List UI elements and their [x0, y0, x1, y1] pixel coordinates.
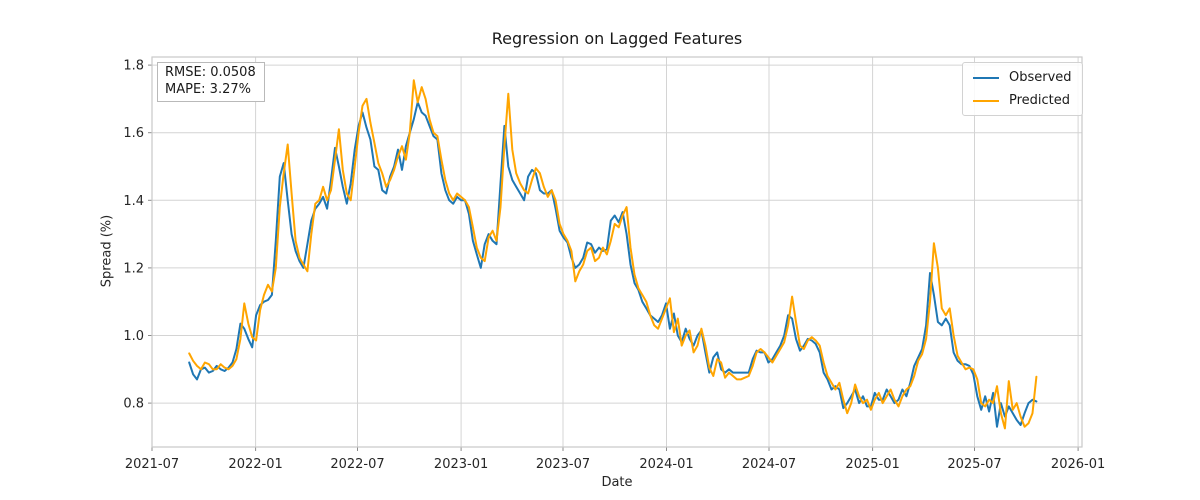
observed-line [188, 101, 1038, 428]
observed-line-swatch [973, 76, 999, 79]
x-axis-label: Date [601, 475, 633, 490]
legend-label-observed: Observed [1009, 70, 1072, 85]
x-tick-label: 2026-01 [1051, 457, 1105, 472]
x-tick-label: 2024-07 [742, 457, 796, 472]
x-tick-label: 2023-07 [536, 457, 590, 472]
plot-frame [151, 56, 1083, 448]
y-tick-label: 1.4 [123, 194, 144, 209]
y-tick-label: 1.8 [123, 59, 144, 74]
x-tick-label: 2022-01 [228, 457, 282, 472]
y-axis-label: Spread (%) [99, 214, 115, 288]
predicted-line-swatch [973, 99, 999, 102]
x-tick-label: 2022-07 [330, 457, 384, 472]
chart-title: Regression on Lagged Features [491, 29, 743, 48]
x-tick-label: 2021-07 [125, 457, 179, 472]
y-tick-label: 0.8 [123, 397, 144, 412]
mape-value: MAPE: 3.27% [165, 82, 251, 97]
y-tick-label: 1.2 [123, 261, 144, 276]
legend-item-predicted: Predicted [973, 93, 1072, 108]
y-tick-label: 1.6 [123, 126, 144, 141]
x-tick-label: 2025-07 [947, 457, 1001, 472]
legend: Observed Predicted [962, 62, 1083, 116]
y-tick-label: 1.0 [123, 329, 144, 344]
legend-label-predicted: Predicted [1009, 93, 1071, 108]
metrics-annotation-box: RMSE: 0.0508 MAPE: 3.27% [157, 62, 265, 102]
x-tick-label: 2023-01 [434, 457, 488, 472]
x-tick-label: 2025-01 [845, 457, 899, 472]
x-tick-label: 2024-01 [639, 457, 693, 472]
legend-item-observed: Observed [973, 70, 1072, 85]
predicted-line [188, 79, 1038, 430]
rmse-value: RMSE: 0.0508 [165, 65, 256, 80]
